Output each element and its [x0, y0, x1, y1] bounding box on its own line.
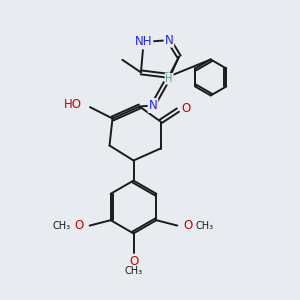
Text: O: O [182, 102, 191, 115]
Text: N: N [165, 34, 173, 47]
Text: O: O [74, 219, 84, 232]
Text: HO: HO [64, 98, 82, 111]
Text: CH₃: CH₃ [196, 220, 214, 231]
Text: H: H [165, 74, 173, 84]
Text: CH₃: CH₃ [124, 266, 142, 277]
Text: NH: NH [135, 35, 152, 49]
Text: O: O [183, 219, 193, 232]
Text: O: O [129, 255, 138, 268]
Text: N: N [148, 99, 157, 112]
Text: CH₃: CH₃ [53, 220, 71, 231]
